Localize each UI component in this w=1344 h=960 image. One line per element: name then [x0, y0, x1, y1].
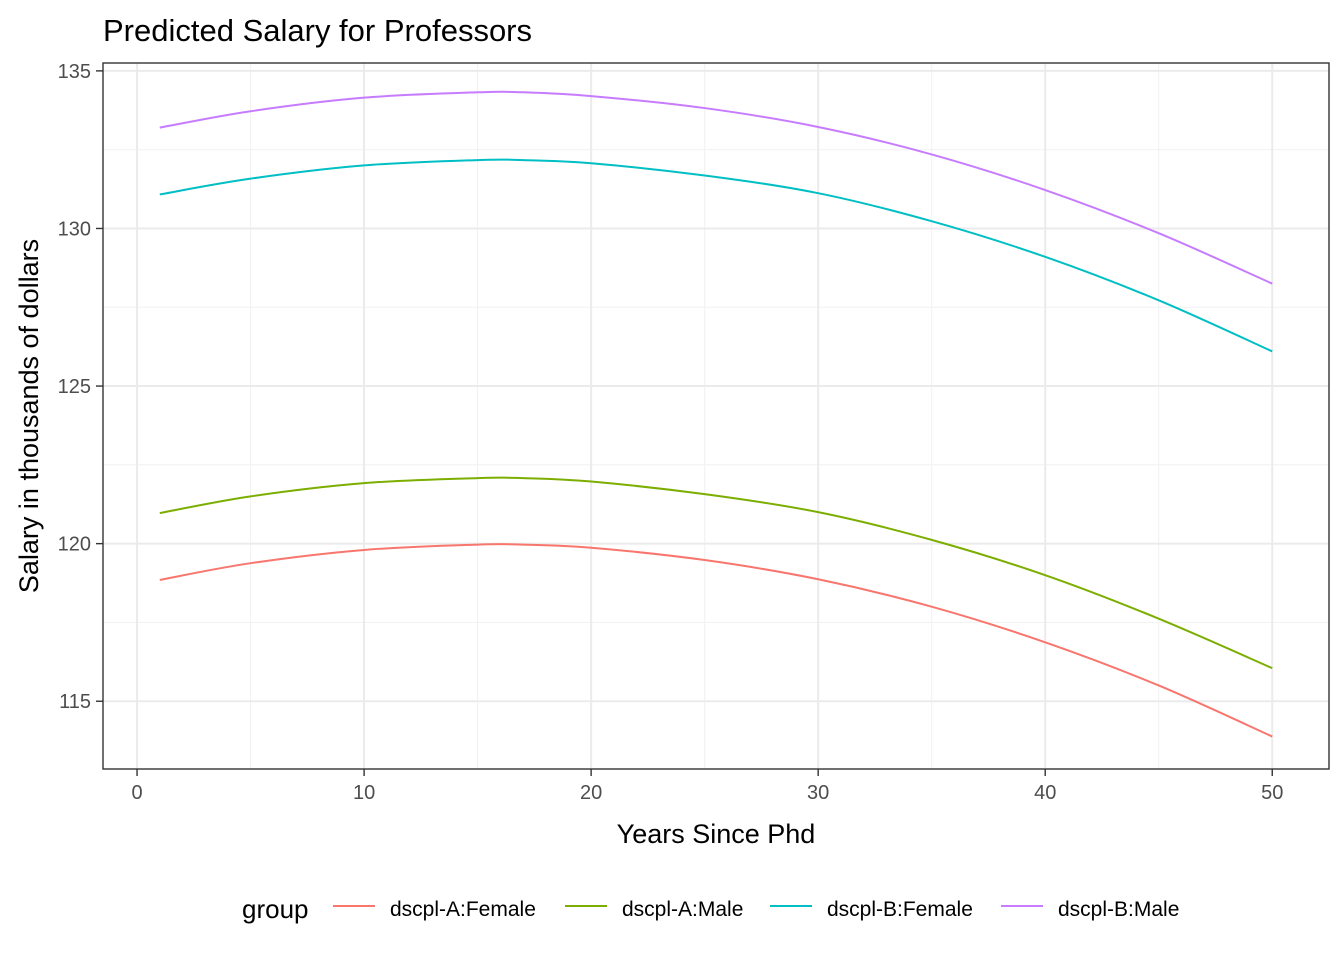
x-tick-label: 40	[1034, 782, 1056, 804]
x-tick-label: 20	[580, 782, 602, 804]
y-tick-label: 135	[58, 61, 91, 83]
legend-label: dscpl-A:Male	[622, 898, 743, 921]
y-tick-label: 130	[58, 218, 91, 240]
y-tick-label: 115	[59, 691, 91, 713]
legend-label: dscpl-B:Female	[827, 898, 973, 921]
axis-ticks: 0 10 20 30 40 50 115 120 125 130 135	[58, 61, 1284, 804]
x-tick-label: 50	[1261, 782, 1283, 804]
series-line	[159, 158, 1273, 353]
legend-label: dscpl-A:Female	[390, 898, 536, 921]
x-axis-title: Years Since Phd	[617, 819, 816, 849]
chart-title: Predicted Salary for Professors	[103, 13, 532, 48]
series-lines	[159, 90, 1273, 738]
legend-label: dscpl-B:Male	[1058, 898, 1179, 921]
grid	[103, 63, 1329, 769]
y-axis-title: Salary in thousands of dollars	[14, 239, 44, 593]
series-line	[159, 90, 1273, 285]
x-tick-label: 30	[807, 782, 829, 804]
series-line	[159, 543, 1273, 738]
panel-border	[102, 62, 1330, 770]
legend: group dscpl-A:Female dscpl-A:Male dscpl-B:…	[242, 894, 1179, 924]
x-tick-label: 10	[353, 782, 375, 804]
series-line	[159, 476, 1273, 670]
y-tick-label: 125	[58, 376, 91, 398]
y-tick-label: 120	[58, 534, 91, 556]
legend-title: group	[242, 894, 309, 924]
x-tick-label: 0	[131, 782, 142, 804]
